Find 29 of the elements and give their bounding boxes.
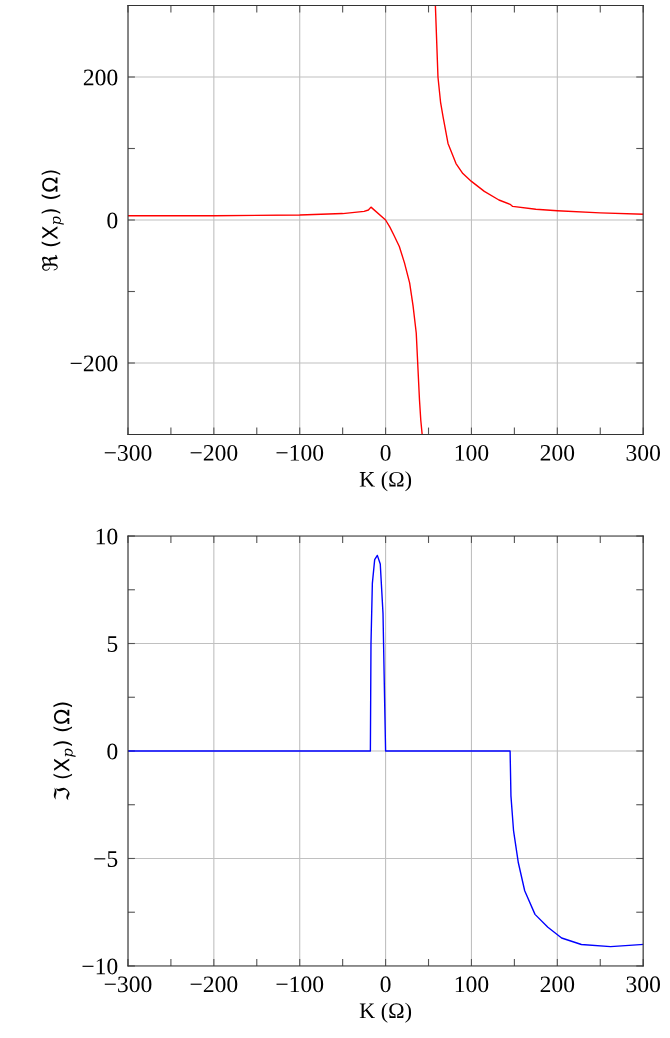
x-tick-label: 0 <box>380 444 391 461</box>
x-tick-label: 200 <box>540 976 575 993</box>
y-tick-label: −5 <box>94 851 118 867</box>
x-axis-title: K (Ω) <box>359 471 412 492</box>
y-tick-label: 200 <box>83 69 118 86</box>
y-tick-label: 0 <box>107 743 118 760</box>
y-tick-label: 10 <box>96 528 118 545</box>
line-series <box>434 5 644 215</box>
x-tick-label: 0 <box>380 976 391 993</box>
x-tick-label: 300 <box>626 976 661 993</box>
x-tick-label: 200 <box>540 444 575 461</box>
x-tick-label: 100 <box>455 444 489 461</box>
x-tick-label: 300 <box>626 444 661 461</box>
x-tick-label: 100 <box>455 976 489 993</box>
line-series <box>127 206 423 435</box>
y-tick-label: −200 <box>70 355 118 372</box>
x-tick-label: −100 <box>276 444 324 461</box>
y-tick-label: 0 <box>107 212 118 229</box>
line-series <box>127 554 644 948</box>
y-axis-title: ℑ (X$_{p}$) (Ω) <box>53 702 76 801</box>
y-tick-label: −10 <box>82 958 118 975</box>
x-tick-label: −300 <box>104 444 152 461</box>
y-tick-label: 5 <box>107 636 118 652</box>
x-tick-label: −200 <box>190 976 238 993</box>
x-axis-title: K (Ω) <box>359 1002 412 1023</box>
x-tick-label: −200 <box>190 444 238 461</box>
y-axis-title: ℜ (X$_{p}$) (Ω) <box>41 170 64 271</box>
x-tick-label: −300 <box>104 976 152 993</box>
x-tick-label: −100 <box>276 976 324 993</box>
